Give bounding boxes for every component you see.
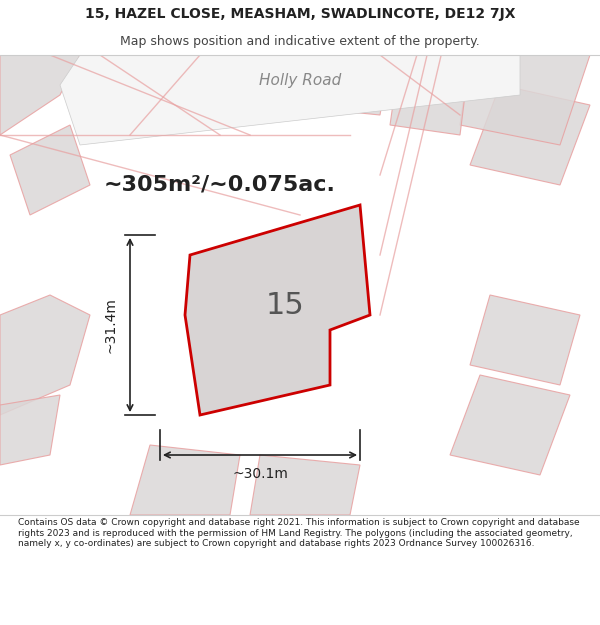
Polygon shape — [450, 375, 570, 475]
Text: ~31.4m: ~31.4m — [104, 297, 118, 353]
Polygon shape — [470, 85, 590, 185]
Polygon shape — [10, 125, 90, 215]
Text: 15: 15 — [266, 291, 304, 319]
Text: Holly Road: Holly Road — [259, 72, 341, 88]
Polygon shape — [60, 55, 520, 145]
Polygon shape — [130, 445, 240, 515]
Polygon shape — [90, 55, 180, 115]
Text: ~305m²/~0.075ac.: ~305m²/~0.075ac. — [104, 175, 336, 195]
Polygon shape — [0, 55, 80, 135]
Polygon shape — [390, 55, 470, 135]
Text: 15, HAZEL CLOSE, MEASHAM, SWADLINCOTE, DE12 7JX: 15, HAZEL CLOSE, MEASHAM, SWADLINCOTE, D… — [85, 7, 515, 21]
Polygon shape — [470, 295, 580, 385]
Polygon shape — [0, 395, 60, 465]
Polygon shape — [270, 55, 390, 115]
Text: ~30.1m: ~30.1m — [232, 467, 288, 481]
Polygon shape — [185, 205, 370, 415]
Text: Map shows position and indicative extent of the property.: Map shows position and indicative extent… — [120, 35, 480, 48]
Polygon shape — [0, 295, 90, 415]
Polygon shape — [460, 55, 590, 145]
Text: Contains OS data © Crown copyright and database right 2021. This information is : Contains OS data © Crown copyright and d… — [18, 518, 580, 548]
Polygon shape — [250, 455, 360, 515]
